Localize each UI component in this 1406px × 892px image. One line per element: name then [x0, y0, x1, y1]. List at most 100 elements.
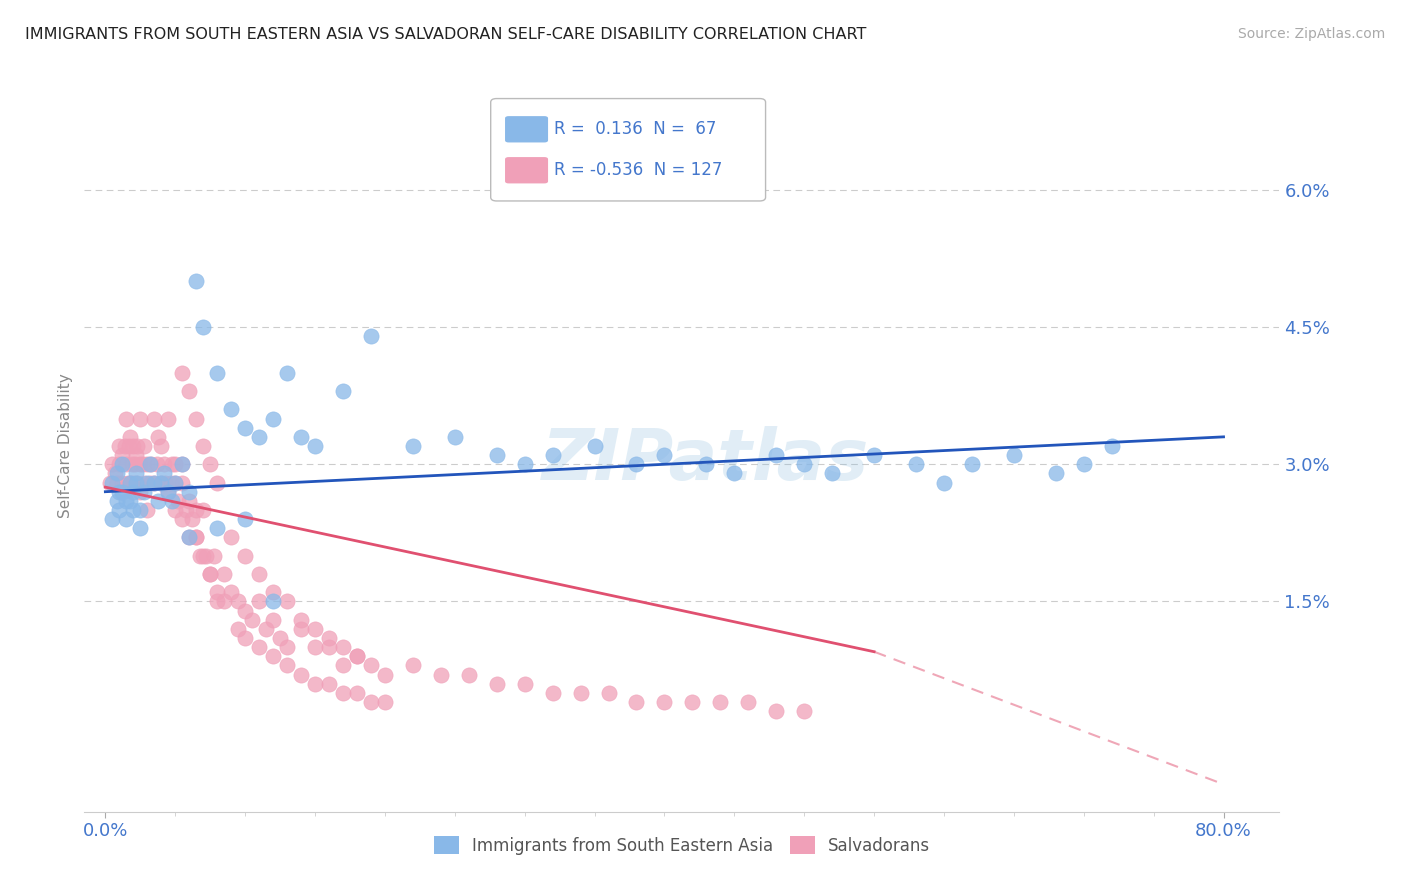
Point [172, 457, 194, 471]
Point [162, 457, 184, 471]
Point [193, 503, 215, 517]
Point [98, 475, 121, 490]
Point [172, 457, 194, 471]
Point [1101, 439, 1123, 453]
Point [541, 686, 564, 700]
Point [765, 704, 787, 718]
Point [115, 411, 138, 425]
Point [114, 439, 136, 453]
Point [360, 658, 382, 673]
Point [155, 475, 177, 490]
Point [276, 594, 298, 608]
Point [569, 686, 592, 700]
Point [172, 366, 194, 380]
Point [139, 475, 162, 490]
Text: ZIPatlas: ZIPatlas [543, 426, 869, 495]
Point [205, 594, 228, 608]
Text: R = -0.536  N = 127: R = -0.536 N = 127 [554, 161, 723, 178]
Point [709, 695, 731, 709]
Point [332, 658, 354, 673]
Point [202, 549, 225, 563]
Point [332, 686, 354, 700]
Point [457, 667, 479, 681]
Point [129, 411, 152, 425]
Point [276, 658, 298, 673]
Point [179, 530, 201, 544]
Point [121, 457, 143, 471]
Text: R =  0.136  N =  67: R = 0.136 N = 67 [554, 120, 717, 137]
Point [186, 503, 208, 517]
Point [101, 475, 124, 490]
Point [120, 430, 142, 444]
Point [134, 439, 156, 453]
Point [105, 467, 128, 481]
Point [360, 329, 382, 343]
Point [821, 467, 844, 481]
Point [485, 448, 508, 462]
Point [318, 676, 340, 690]
Point [165, 503, 187, 517]
Point [176, 503, 198, 517]
Point [194, 549, 217, 563]
Point [141, 457, 163, 471]
Point [290, 622, 312, 636]
Point [443, 430, 465, 444]
Point [108, 484, 131, 499]
Point [262, 411, 284, 425]
Point [346, 649, 368, 664]
Point [262, 594, 284, 608]
Point [146, 457, 169, 471]
Point [374, 667, 396, 681]
Point [153, 457, 176, 471]
Text: IMMIGRANTS FROM SOUTH EASTERN ASIA VS SALVADORAN SELF-CARE DISABILITY CORRELATIO: IMMIGRANTS FROM SOUTH EASTERN ASIA VS SA… [25, 27, 866, 42]
Point [247, 594, 270, 608]
Point [226, 594, 249, 608]
Point [219, 530, 242, 544]
Point [111, 448, 134, 462]
Point [247, 430, 270, 444]
Point [143, 475, 166, 490]
Point [157, 411, 180, 425]
Point [179, 484, 201, 499]
Point [165, 475, 187, 490]
Point [233, 420, 256, 434]
Point [304, 640, 326, 655]
Point [254, 622, 277, 636]
Point [148, 493, 170, 508]
Point [167, 493, 190, 508]
Point [233, 549, 256, 563]
Point [122, 439, 145, 453]
Point [304, 439, 326, 453]
Point [136, 503, 159, 517]
Point [150, 475, 173, 490]
Point [247, 567, 270, 582]
Point [654, 448, 676, 462]
Point [765, 448, 787, 462]
Point [139, 457, 162, 471]
Point [932, 475, 955, 490]
Point [136, 475, 159, 490]
Point [198, 567, 221, 582]
Point [198, 457, 221, 471]
Point [150, 475, 173, 490]
Point [723, 467, 745, 481]
Point [129, 484, 152, 499]
FancyBboxPatch shape [491, 99, 766, 201]
Point [205, 475, 228, 490]
Point [262, 585, 284, 599]
Point [127, 475, 149, 490]
Point [186, 530, 208, 544]
Point [346, 649, 368, 664]
Point [402, 658, 425, 673]
Point [118, 439, 141, 453]
Point [172, 475, 194, 490]
Point [190, 549, 212, 563]
Point [233, 603, 256, 617]
Point [160, 475, 183, 490]
Point [117, 475, 139, 490]
Point [1045, 467, 1067, 481]
Point [134, 475, 156, 490]
Point [101, 457, 124, 471]
Point [111, 457, 134, 471]
Point [332, 384, 354, 398]
